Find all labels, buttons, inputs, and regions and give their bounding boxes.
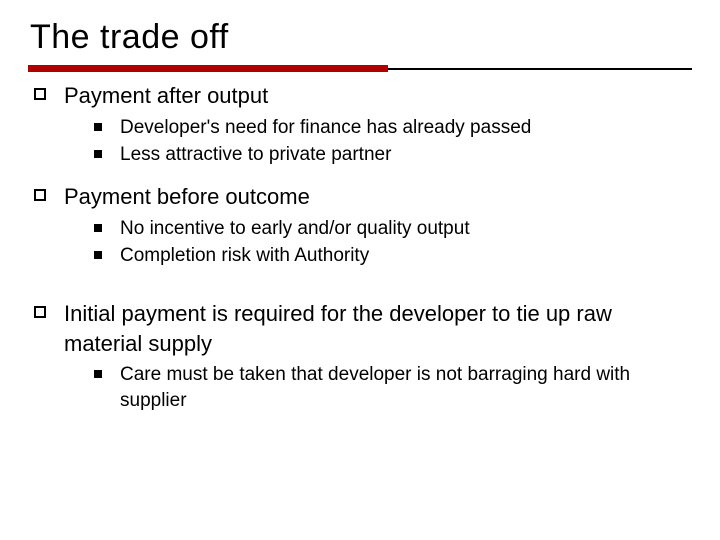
sub-list: Developer's need for finance has already… <box>94 115 692 168</box>
content-area: Payment after output Developer's need fo… <box>28 81 692 420</box>
sub-list-item: Care must be taken that developer is not… <box>94 362 692 413</box>
sub-list-item: Completion risk with Authority <box>94 243 692 269</box>
list-item: Initial payment is required for the deve… <box>28 299 692 420</box>
filled-square-icon <box>94 150 102 158</box>
list-item-text: Payment before outcome <box>64 182 692 212</box>
filled-square-icon <box>94 224 102 232</box>
sub-list: Care must be taken that developer is not… <box>94 362 692 413</box>
filled-square-icon <box>94 123 102 131</box>
list-item-body: Initial payment is required for the deve… <box>64 299 692 420</box>
rule-thick <box>28 65 388 72</box>
list-item-text: Initial payment is required for the deve… <box>64 299 692 358</box>
slide-title: The trade off <box>30 18 692 57</box>
sub-item-text: No incentive to early and/or quality out… <box>120 216 692 242</box>
sub-list: No incentive to early and/or quality out… <box>94 216 692 269</box>
slide: The trade off Payment after output Devel… <box>0 0 720 540</box>
sub-list-item: Less attractive to private partner <box>94 142 692 168</box>
hollow-square-icon <box>34 88 46 100</box>
bullet-list: Payment after output Developer's need fo… <box>28 81 692 420</box>
hollow-square-icon <box>34 189 46 201</box>
title-underline <box>28 65 692 73</box>
list-item: Payment after output Developer's need fo… <box>28 81 692 174</box>
list-item-body: Payment before outcome No incentive to e… <box>64 182 692 275</box>
filled-square-icon <box>94 251 102 259</box>
filled-square-icon <box>94 370 102 378</box>
sub-item-text: Developer's need for finance has already… <box>120 115 692 141</box>
list-item: Payment before outcome No incentive to e… <box>28 182 692 275</box>
sub-list-item: Developer's need for finance has already… <box>94 115 692 141</box>
sub-item-text: Care must be taken that developer is not… <box>120 362 692 413</box>
sub-item-text: Completion risk with Authority <box>120 243 692 269</box>
list-item-body: Payment after output Developer's need fo… <box>64 81 692 174</box>
list-item-text: Payment after output <box>64 81 692 111</box>
sub-list-item: No incentive to early and/or quality out… <box>94 216 692 242</box>
hollow-square-icon <box>34 306 46 318</box>
sub-item-text: Less attractive to private partner <box>120 142 692 168</box>
